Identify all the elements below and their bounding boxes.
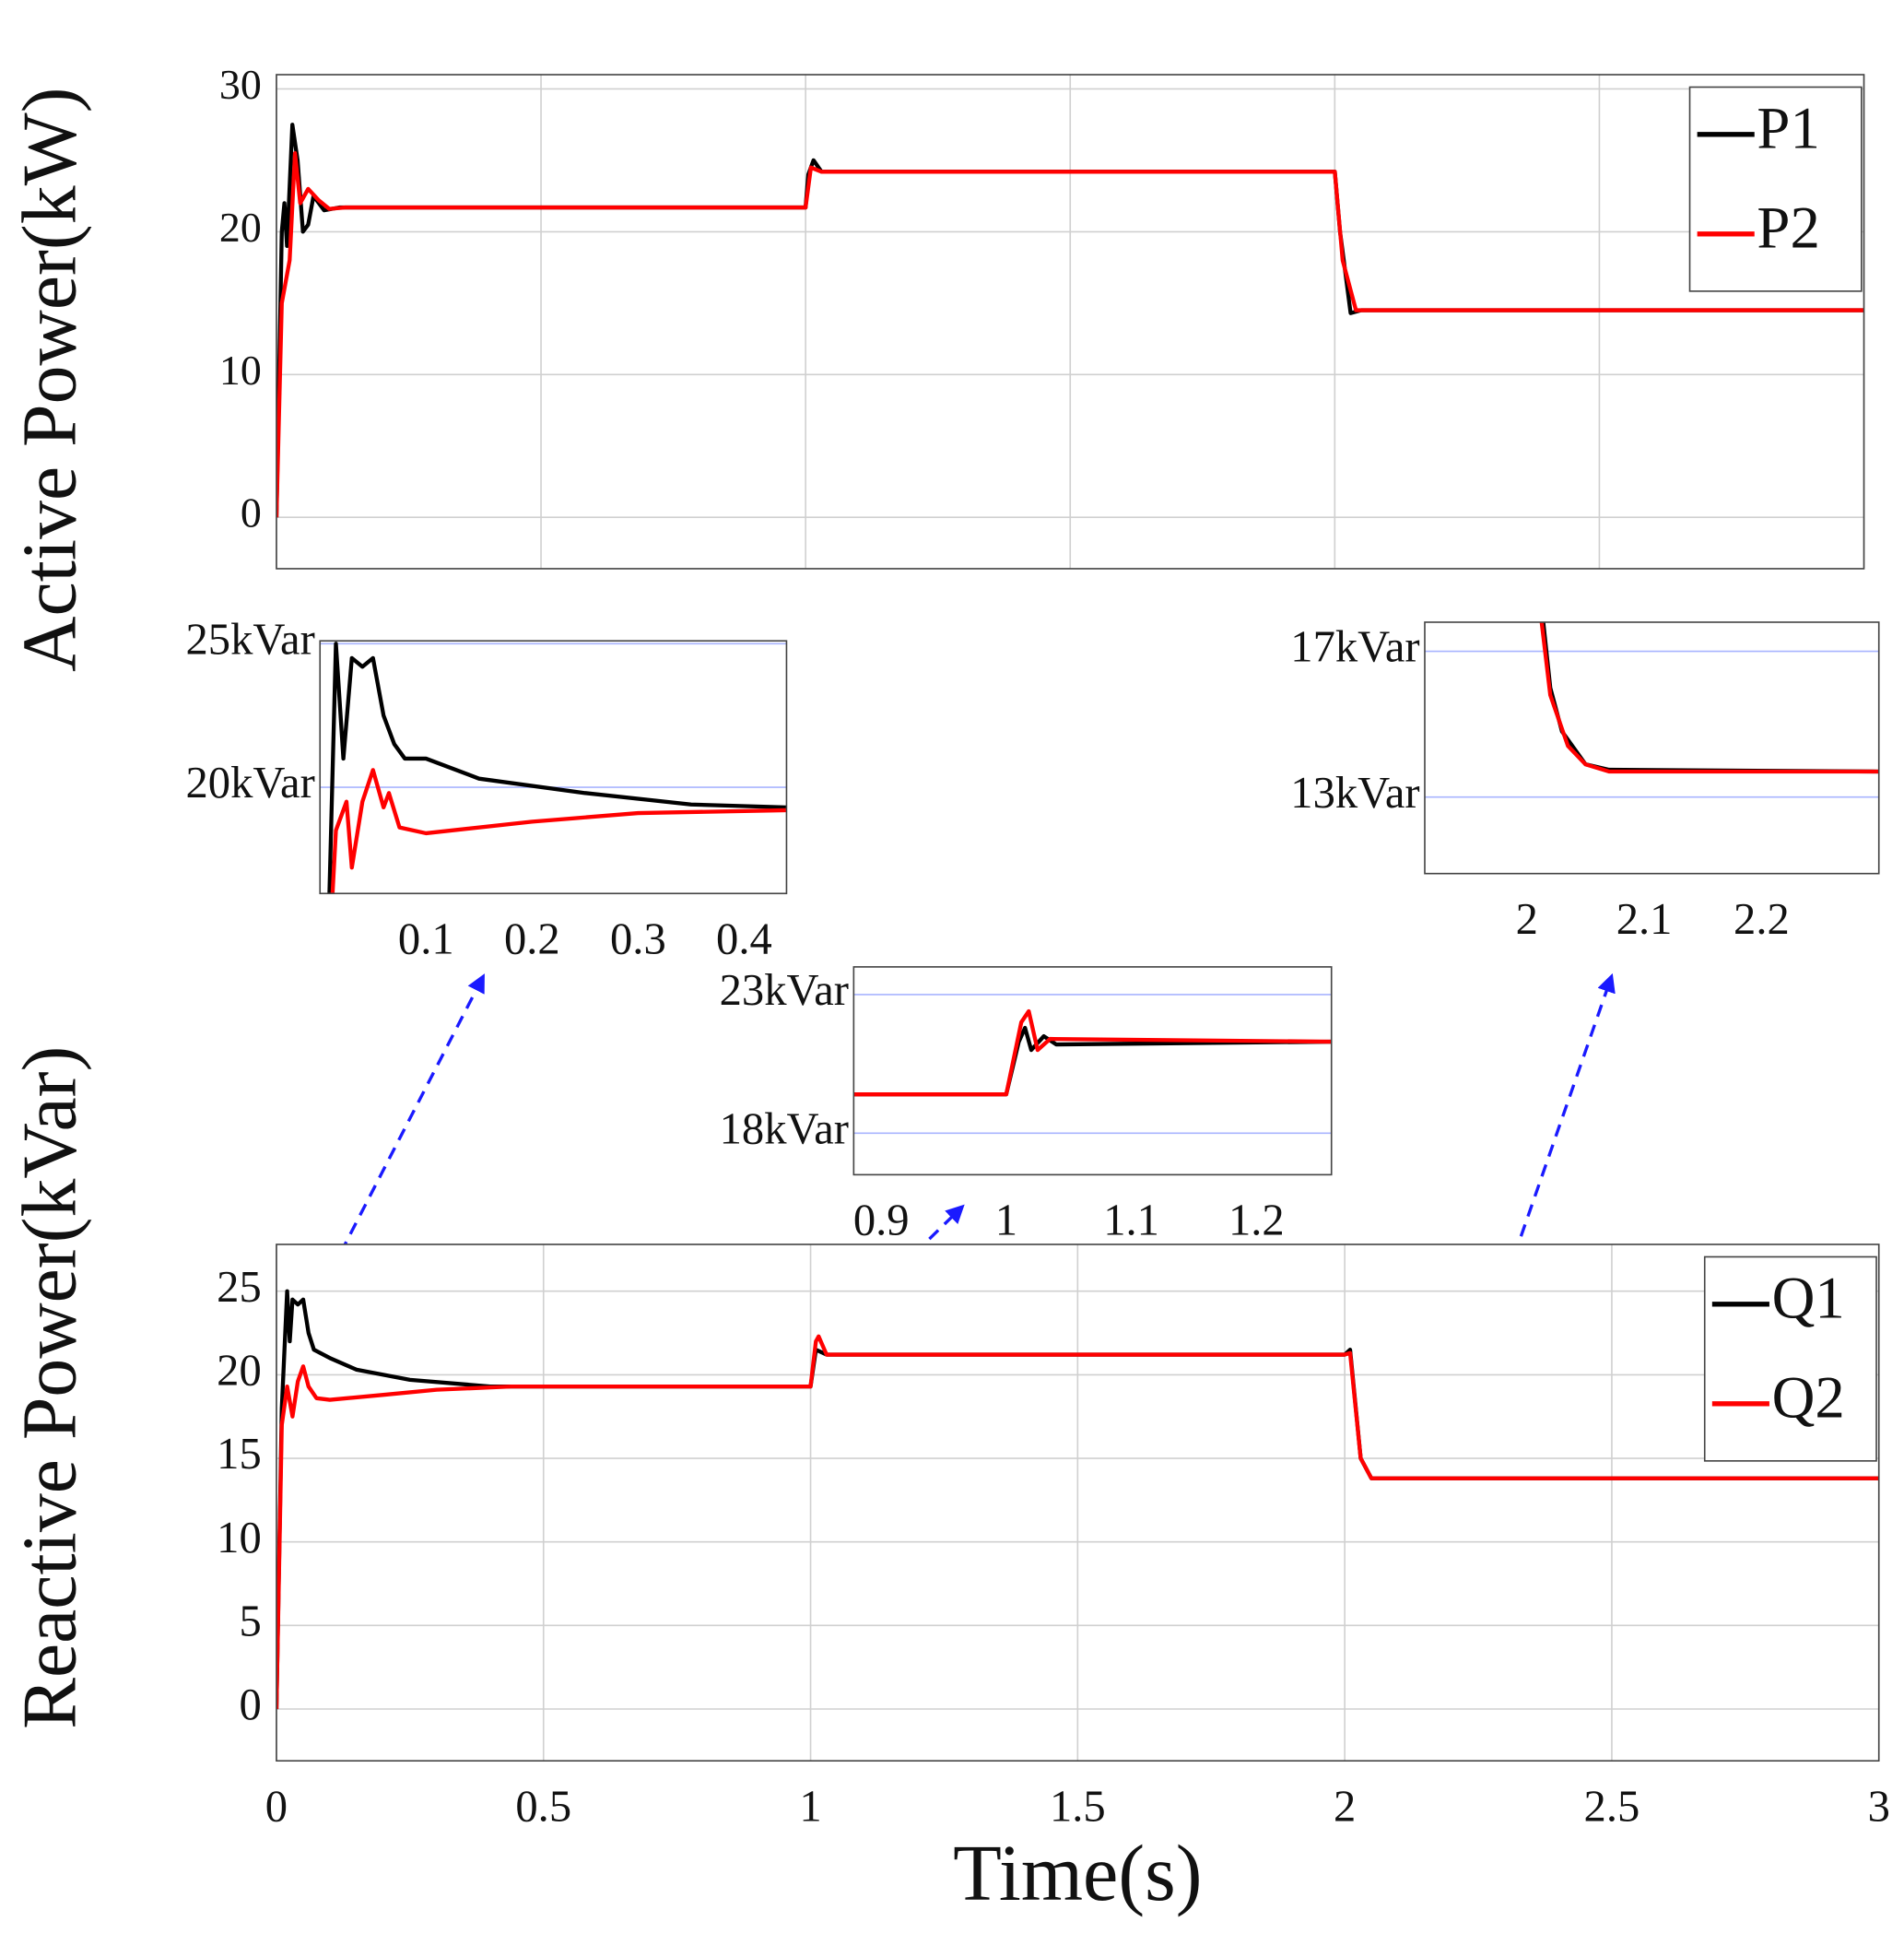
- subplot: 17kVar 13kVar 2 2.1 2.2: [1290, 621, 1880, 944]
- x-tick-label: 0: [265, 1781, 288, 1831]
- x-tick-label: 0.9: [853, 1196, 910, 1245]
- legend-label: Q2: [1772, 1365, 1845, 1432]
- x-tick-label: 0.3: [610, 914, 666, 963]
- x-tick-label: 2.5: [1584, 1781, 1640, 1831]
- x-tick-label: 1.5: [1050, 1781, 1106, 1831]
- zoom-arrow: [1456, 972, 1616, 1417]
- y-axis-label: Reactive Power(kVar): [7, 1046, 93, 1729]
- y-tick-label: 17kVar: [1290, 622, 1419, 672]
- x-tick-label: 1: [799, 1781, 821, 1831]
- subplot: 0 5 10 15 20 25 0 0.5 1 1.5 2 2.5 3 Q1 Q2 Reactive Powe…: [7, 1046, 1890, 1917]
- x-tick-label: 1: [995, 1196, 1017, 1245]
- plot-frame: [319, 640, 788, 895]
- x-tick-label: 3: [1868, 1781, 1890, 1831]
- series-line: [327, 642, 787, 894]
- x-tick-label: 2: [1516, 894, 1538, 944]
- y-tick-label: 18kVar: [720, 1103, 849, 1153]
- legend-label: Q1: [1772, 1266, 1845, 1332]
- legend-label: P2: [1757, 195, 1819, 262]
- y-tick-label: 13kVar: [1290, 768, 1419, 818]
- x-tick-label: 2.2: [1734, 894, 1790, 944]
- y-tick-label: 0: [239, 1680, 261, 1729]
- plot-area: [1424, 621, 1879, 874]
- x-tick-label: 0.1: [398, 914, 454, 963]
- y-tick-label: 20kVar: [186, 758, 315, 807]
- x-tick-label: 0.2: [504, 914, 560, 963]
- legend-box: [1688, 86, 1863, 292]
- x-tick-label: 1.1: [1103, 1196, 1159, 1245]
- x-tick-label: 2.1: [1616, 894, 1673, 944]
- y-tick-label: 5: [239, 1597, 261, 1646]
- legend-box: [1703, 1255, 1877, 1462]
- y-tick-label: 25: [217, 1262, 262, 1312]
- series-line: [330, 768, 787, 894]
- series-line: [276, 1289, 1879, 1710]
- x-axis-label: Time(s): [953, 1829, 1202, 1917]
- subplot: 25kVar 20kVar 0.1 0.2 0.3 0.4: [186, 615, 788, 963]
- x-tick-label: 2: [1334, 1781, 1356, 1831]
- y-tick-label: 20: [217, 1346, 262, 1396]
- series-line: [276, 151, 1864, 518]
- y-tick-label: 23kVar: [720, 965, 849, 1015]
- series-line: [853, 1008, 1332, 1097]
- y-tick-label: 25kVar: [186, 615, 315, 665]
- series-line: [276, 1334, 1879, 1710]
- y-tick-label: 20: [219, 204, 262, 251]
- y-axis-label: Active Power(kW): [7, 88, 93, 672]
- x-tick-label: 1.2: [1228, 1196, 1285, 1245]
- subplot: 0 10 20 30 P1 P2 Active Power(kW): [7, 61, 1865, 672]
- x-tick-label: 0.5: [515, 1781, 571, 1831]
- y-tick-label: 0: [241, 489, 262, 536]
- y-tick-label: 10: [217, 1513, 262, 1562]
- plot-frame: [1424, 621, 1880, 875]
- x-tick-label: 0.4: [716, 914, 772, 963]
- zoom-arrow: [320, 973, 485, 1291]
- y-tick-label: 30: [219, 61, 262, 108]
- series-line: [1539, 621, 1879, 774]
- plot-frame: [276, 1244, 1880, 1762]
- y-tick-label: 10: [219, 347, 262, 394]
- plot-area: [320, 641, 787, 894]
- plot-frame: [852, 966, 1333, 1176]
- plot-frame: [276, 74, 1865, 570]
- y-tick-label: 15: [217, 1429, 262, 1479]
- legend-label: P1: [1757, 96, 1819, 162]
- plot-area: [853, 966, 1332, 1175]
